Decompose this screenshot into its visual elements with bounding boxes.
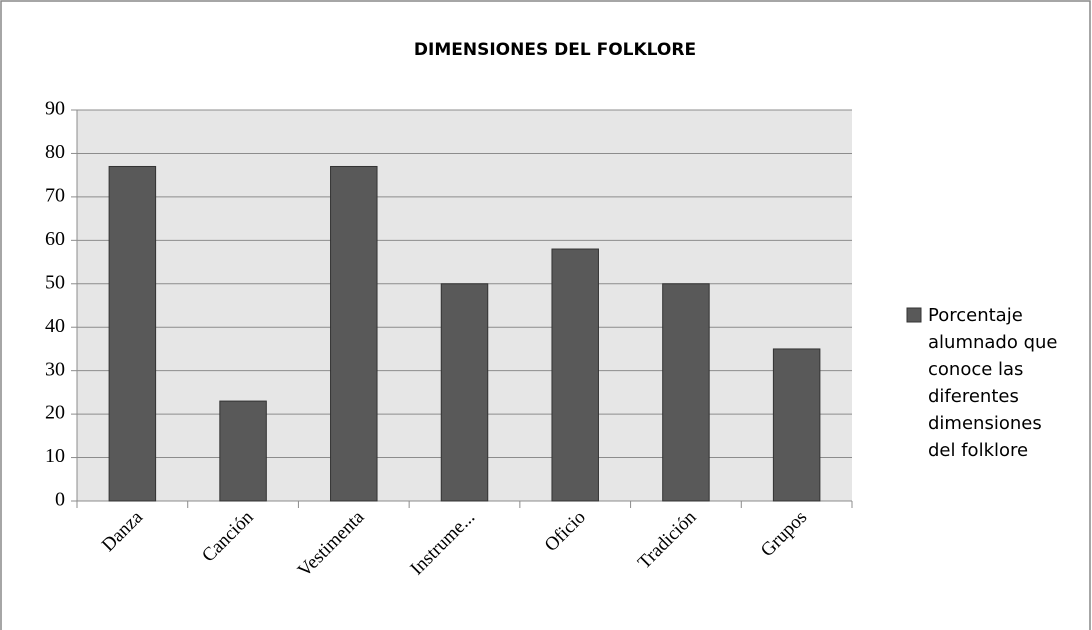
- legend-swatch: [906, 307, 922, 323]
- y-tick-label: 50: [45, 271, 65, 293]
- bar: [219, 400, 267, 502]
- bar: [330, 165, 378, 502]
- bar: [662, 283, 710, 502]
- y-tick-label: 20: [45, 402, 65, 424]
- y-tick-label: 60: [45, 228, 65, 250]
- y-tick-label: 40: [45, 315, 65, 337]
- y-tick-label: 30: [45, 358, 65, 380]
- y-tick-label: 90: [45, 98, 65, 120]
- bar: [772, 348, 821, 502]
- bar: [551, 248, 599, 502]
- y-tick-label: 10: [45, 445, 65, 467]
- y-tick-label: 0: [55, 489, 65, 511]
- y-tick-label: 70: [45, 184, 65, 206]
- y-tick-label: 80: [45, 141, 65, 163]
- bar: [440, 283, 489, 502]
- legend-label: Porcentaje alumnado que conoce las difer…: [928, 305, 1058, 461]
- bar: [108, 165, 157, 502]
- chart-title: DIMENSIONES DEL FOLKLORE: [414, 40, 696, 60]
